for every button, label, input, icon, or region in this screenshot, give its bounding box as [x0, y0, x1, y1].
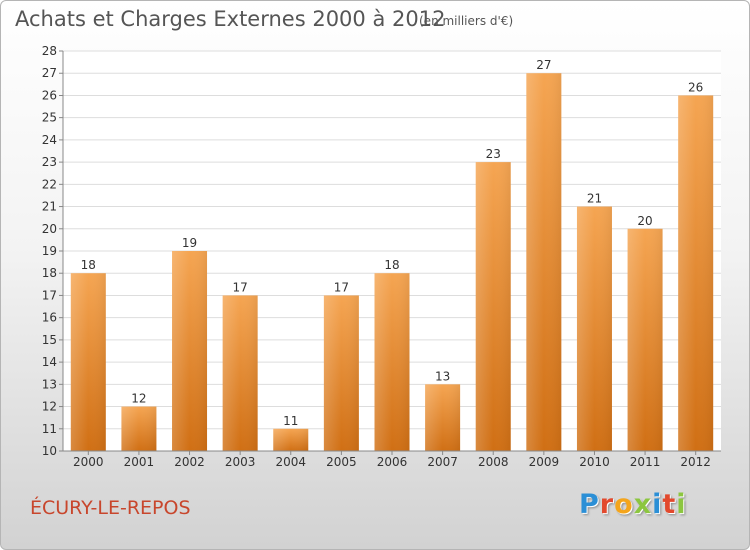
value-label: 13: [435, 369, 450, 383]
x-tick-label: 2002: [174, 455, 205, 469]
value-label: 17: [233, 280, 248, 294]
y-tick-label: 23: [42, 155, 57, 169]
value-label: 26: [688, 80, 703, 94]
bar-shine: [425, 384, 461, 451]
bar-shine: [172, 251, 208, 451]
bar-shine: [374, 273, 410, 451]
value-label: 23: [486, 147, 501, 161]
y-tick-label: 13: [42, 377, 57, 391]
bar-shine: [273, 428, 309, 451]
logo-letter: i: [652, 489, 663, 520]
y-tick-label: 21: [42, 200, 57, 214]
x-tick-label: 2000: [73, 455, 104, 469]
y-tick-label: 18: [42, 266, 57, 280]
y-tick-label: 25: [42, 111, 57, 125]
x-tick-label: 2011: [630, 455, 661, 469]
y-tick-label: 22: [42, 177, 57, 191]
value-label: 12: [131, 392, 146, 406]
y-tick-label: 19: [42, 244, 57, 258]
y-tick-label: 20: [42, 222, 57, 236]
bar-shine: [121, 406, 157, 451]
bar-shine: [475, 162, 511, 451]
x-tick-label: 2010: [579, 455, 610, 469]
chart-title: Achats et Charges Externes 2000 à 2012: [15, 7, 446, 31]
x-tick-label: 2006: [377, 455, 408, 469]
logo-letter: r: [599, 489, 615, 520]
value-label: 11: [283, 414, 298, 428]
y-tick-label: 11: [42, 422, 57, 436]
x-tick-label: 2004: [275, 455, 306, 469]
axes: 10 11 12 13 14 15 16 17 18 19 20 21 22 23 24 25 26 27 28 20…: [42, 44, 721, 469]
value-label: 17: [334, 280, 349, 294]
bar-shine: [627, 228, 663, 451]
value-label: 18: [81, 258, 96, 272]
logo-letter: P: [579, 489, 600, 520]
logo-letter: i: [676, 489, 687, 520]
y-tick-label: 14: [42, 355, 57, 369]
value-label: 18: [384, 258, 399, 272]
value-label: 20: [637, 214, 652, 228]
y-tick-label: 12: [42, 400, 57, 414]
logo-letter: t: [662, 489, 677, 520]
bar-shine: [526, 73, 562, 451]
y-tick-label: 15: [42, 333, 57, 347]
x-tick-label: 2012: [680, 455, 711, 469]
y-tick-label: 26: [42, 88, 57, 102]
x-tick-label: 2007: [427, 455, 458, 469]
y-tick-label: 28: [42, 44, 57, 58]
bar-shine: [576, 206, 612, 451]
value-label: 21: [587, 192, 602, 206]
value-label: 27: [536, 58, 551, 72]
x-tick-label: 2001: [124, 455, 155, 469]
y-tick-label: 24: [42, 133, 57, 147]
unit-note: (en milliers d'€): [419, 14, 514, 28]
y-tick-label: 27: [42, 66, 57, 80]
x-tick-label: 2005: [326, 455, 357, 469]
bar-shine: [70, 273, 106, 451]
bar-shine: [222, 295, 258, 451]
logo-letter: x: [633, 489, 653, 520]
bar-shine: [678, 95, 714, 451]
y-tick-label: 10: [42, 444, 57, 458]
proxiti-logo[interactable]: Proxiti: [579, 489, 687, 520]
bars: 18 12 19 17 11 17 18 13 23 27 21 20 26: [70, 58, 714, 451]
y-tick-label: 17: [42, 288, 57, 302]
bar-shine: [323, 295, 359, 451]
x-tick-label: 2003: [225, 455, 256, 469]
location-name: ÉCURY-LE-REPOS: [30, 497, 191, 519]
x-tick-label: 2008: [478, 455, 509, 469]
logo-letter: o: [614, 489, 634, 520]
x-tick-label: 2009: [529, 455, 560, 469]
y-tick-label: 16: [42, 311, 57, 325]
value-label: 19: [182, 236, 197, 250]
